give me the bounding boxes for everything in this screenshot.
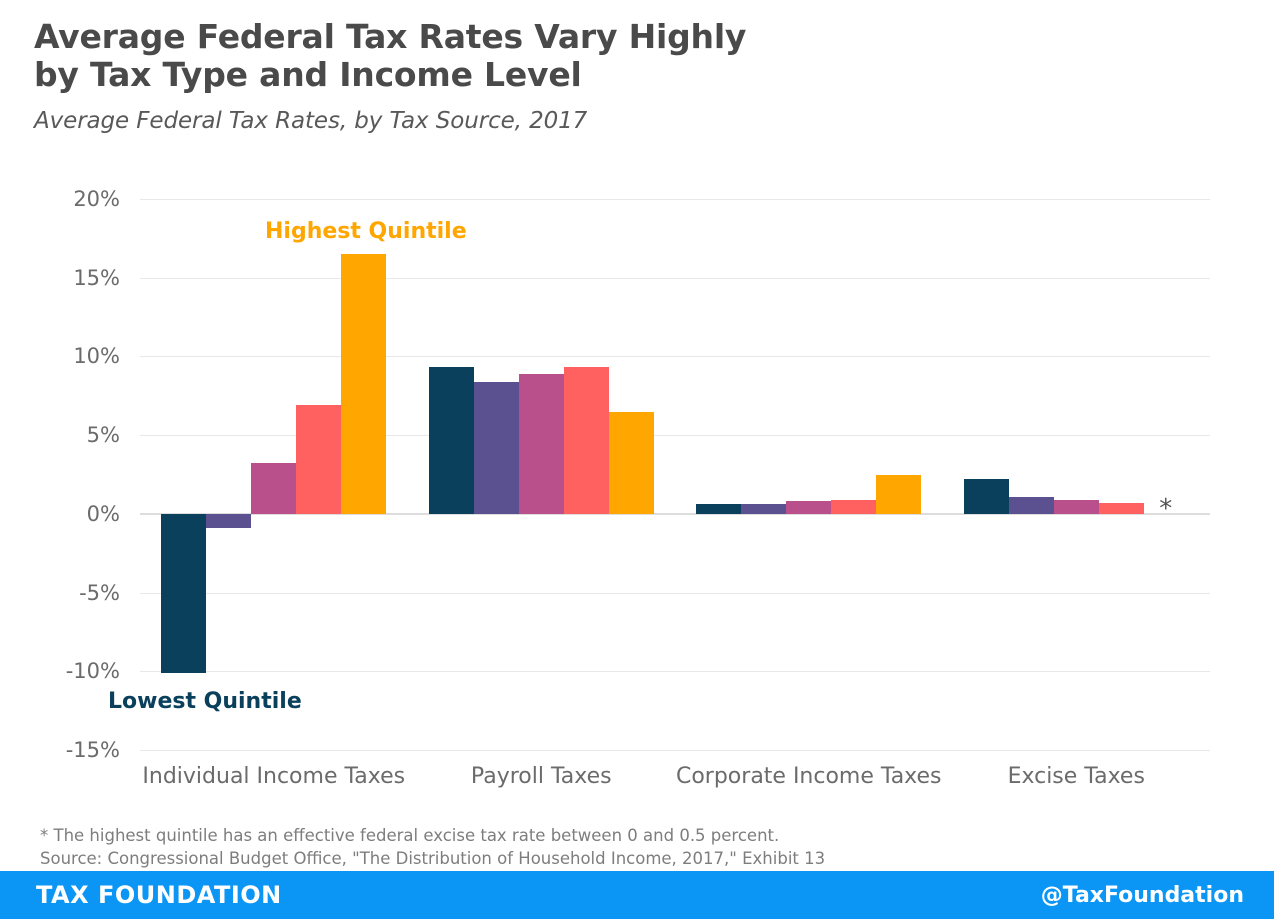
- gridline-0: [140, 512, 1210, 515]
- chart-bar: [963, 479, 1009, 514]
- chart-bar: [161, 513, 207, 673]
- y-axis-tick-label: 0%: [86, 501, 120, 526]
- gridline-5: [140, 435, 1210, 437]
- footer-brand-label: TAX FOUNDATION: [36, 881, 282, 909]
- chart-bar: [831, 499, 877, 514]
- gridline-neg5: [140, 592, 1210, 594]
- y-axis-tick-label: -15%: [65, 738, 120, 762]
- chart-bar: [563, 367, 609, 514]
- chart-bar: [251, 463, 297, 514]
- x-axis-category-label: Excise Taxes: [1007, 764, 1145, 789]
- chart-bar: [696, 504, 742, 514]
- x-axis-category-label: Payroll Taxes: [470, 764, 612, 789]
- footer-bar: TAX FOUNDATION @TaxFoundation: [0, 871, 1274, 919]
- y-axis-tick-label: 5%: [86, 423, 120, 448]
- y-axis-tick-label: 10%: [73, 344, 120, 369]
- excise-highest-quintile-asterisk: *: [1159, 493, 1173, 524]
- source-text: Source: Congressional Budget Office, "Th…: [40, 849, 826, 868]
- gridline-10: [140, 356, 1210, 358]
- chart-notes: * The highest quintile has an effective …: [40, 824, 825, 870]
- y-axis-tick-label: 20%: [73, 187, 120, 211]
- chart-bar: [296, 405, 342, 514]
- x-axis-category-label: Individual Income Taxes: [142, 764, 406, 789]
- chart-bar: [341, 254, 387, 514]
- chart-bar: [876, 474, 922, 514]
- chart-bar: [1008, 496, 1054, 514]
- annotation-lowest-quintile: Lowest Quintile: [108, 689, 302, 714]
- footnote-text: * The highest quintile has an effective …: [40, 826, 780, 845]
- chart-bar: [608, 411, 654, 514]
- chart-bar: [518, 373, 564, 514]
- y-axis-tick-label: -5%: [79, 580, 120, 605]
- x-axis-category-label: Corporate Income Taxes: [675, 764, 942, 789]
- page-title: Average Federal Tax Rates Vary Highly by…: [34, 17, 747, 94]
- y-axis-tick-label: 15%: [73, 265, 120, 290]
- chart-bar: [1053, 499, 1099, 514]
- chart-subtitle: Average Federal Tax Rates, by Tax Source…: [34, 108, 588, 134]
- chart-bar: [428, 367, 474, 514]
- chart-bar: [473, 381, 519, 514]
- gridline-neg15: [140, 750, 1210, 751]
- gridline-15: [140, 277, 1210, 279]
- chart-bar: [1098, 502, 1144, 514]
- chart-bar: [741, 504, 787, 514]
- gridline-neg10: [140, 671, 1210, 673]
- footer-social-handle[interactable]: @TaxFoundation: [1040, 882, 1244, 908]
- y-axis-tick-label: -10%: [65, 659, 120, 684]
- chart-header: Average Federal Tax Rates Vary Highly by…: [34, 17, 1134, 135]
- chart-bar: [786, 501, 832, 514]
- gridline-20: [140, 199, 1210, 200]
- chart-bar: [206, 513, 252, 528]
- annotation-highest-quintile: Highest Quintile: [265, 219, 467, 244]
